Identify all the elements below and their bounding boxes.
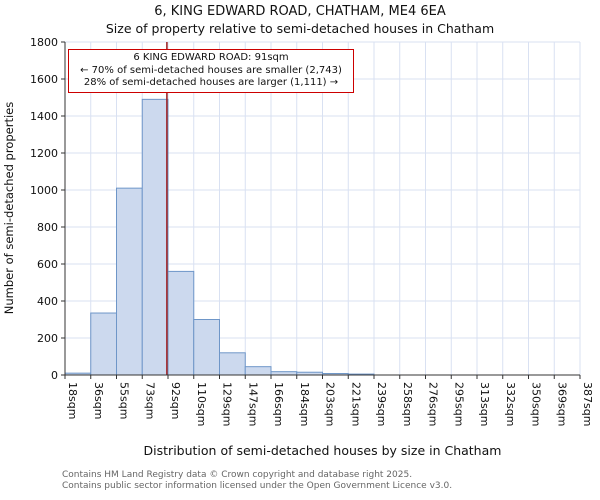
y-tick-label: 1000	[30, 184, 58, 197]
x-tick-label: 166sqm	[272, 382, 285, 426]
histogram-bar	[116, 187, 143, 376]
x-tick-label: 387sqm	[581, 382, 594, 426]
x-tick-label: 258sqm	[401, 382, 414, 426]
footer-attribution-hm-land-registry: Contains HM Land Registry data © Crown c…	[62, 470, 413, 480]
page-subtitle: Size of property relative to semi-detach…	[105, 21, 495, 36]
histogram-bar	[244, 366, 272, 376]
histogram-bar	[141, 98, 169, 376]
x-tick-label: 55sqm	[118, 382, 131, 419]
x-tick-label: 313sqm	[478, 382, 491, 426]
y-tick-label: 600	[37, 258, 58, 271]
x-tick-label: 276sqm	[427, 382, 440, 426]
x-tick-label: 18sqm	[66, 382, 79, 419]
histogram-bar	[167, 270, 195, 376]
y-tick-label: 0	[51, 369, 58, 382]
x-tick-label: 184sqm	[298, 382, 311, 426]
annotation-property-size: 6 KING EDWARD ROAD: 91sqm	[133, 52, 289, 63]
annotation-larger-stat: 28% of semi-detached houses are larger (…	[83, 77, 339, 88]
page-title: 6, KING EDWARD ROAD, CHATHAM, ME4 6EA	[154, 4, 446, 19]
x-tick-label: 295sqm	[452, 382, 465, 426]
x-tick-label: 110sqm	[195, 382, 208, 426]
histogram-bar	[90, 312, 117, 376]
annotation-box: 6 KING EDWARD ROAD: 91sqm ← 70% of semi-…	[68, 49, 354, 93]
footer-attribution-ogl: Contains public sector information licen…	[62, 481, 453, 491]
y-tick-label: 400	[37, 295, 58, 308]
y-tick-label: 200	[37, 332, 58, 345]
x-axis-label: Distribution of semi-detached houses by …	[143, 443, 502, 458]
x-tick-label: 92sqm	[169, 382, 182, 419]
annotation-smaller-stat: ← 70% of semi-detached houses are smalle…	[80, 64, 342, 76]
histogram-bar	[219, 352, 246, 376]
x-tick-label: 73sqm	[143, 382, 156, 419]
y-tick-label: 800	[37, 221, 58, 234]
x-tick-label: 203sqm	[324, 382, 337, 426]
x-tick-label: 239sqm	[375, 382, 388, 426]
x-tick-label: 147sqm	[246, 382, 259, 426]
y-axis-label: Number of semi-detached properties	[2, 102, 16, 314]
x-tick-label: 332sqm	[504, 382, 517, 426]
x-tick-label: 350sqm	[530, 382, 543, 426]
y-tick-label: 1200	[30, 147, 58, 160]
y-tick-label: 1800	[30, 36, 58, 49]
x-tick-label: 36sqm	[92, 382, 105, 419]
y-tick-label: 1400	[30, 110, 58, 123]
x-tick-label: 221sqm	[349, 382, 362, 426]
x-tick-label: 129sqm	[221, 382, 234, 426]
y-tick-label: 1600	[30, 73, 58, 86]
histogram-bar	[193, 319, 220, 376]
x-tick-label: 369sqm	[555, 382, 568, 426]
